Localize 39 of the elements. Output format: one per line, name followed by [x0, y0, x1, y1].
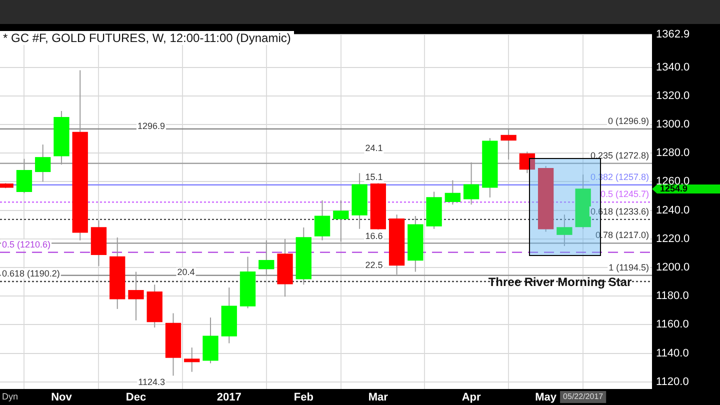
ref-line-label: 1 (1194.5): [608, 262, 650, 272]
y-tick-label: 1160.0: [656, 318, 689, 331]
annotation: 22.5: [365, 260, 383, 270]
y-tick-label: 1362.9: [656, 28, 690, 41]
text: 05/22/2017: [563, 392, 604, 402]
ref-line-label: 0 (1296.9): [608, 116, 649, 126]
y-tick-label: 1300.0: [656, 118, 690, 131]
y-tick-label: 1120.0: [656, 376, 689, 388]
chart-title: * GC #F, GOLD FUTURES, W, 12:00-11:00 (Dynamic): [0, 31, 294, 45]
y-tick-label: 1220.0: [656, 232, 690, 245]
candlestick: [444, 180, 461, 206]
y-tick-label: 1320.0: [656, 90, 690, 102]
candlestick: [314, 200, 330, 241]
ref-line-label: 0.618 (1190.2): [2, 268, 60, 278]
annotation: 16.6: [365, 231, 383, 242]
annotation: 1124.3: [138, 377, 165, 388]
candlestick: [500, 128, 516, 160]
x-tick-label: Mar: [368, 392, 389, 404]
annotation: 24.1: [365, 143, 383, 154]
text: Dyn: [2, 391, 18, 402]
x-tick-label: Apr: [462, 392, 482, 404]
ref-line-label: 0.5 (1245.7): [600, 189, 649, 200]
x-tick-label: Dec: [126, 392, 146, 404]
x-tick-label: Nov: [51, 392, 73, 404]
y-tick-label: 1280.0: [656, 147, 690, 160]
annotation: 15.1: [365, 172, 383, 182]
annotation: 20.4: [177, 267, 195, 278]
y-tick-label: 1240.0: [656, 204, 690, 216]
x-tick-label: 2017: [216, 392, 242, 404]
candlestick: [184, 347, 200, 372]
annotation: Three River Morning Star: [488, 274, 632, 289]
y-tick-label: 1140.0: [656, 347, 689, 360]
x-tick-label: May: [535, 392, 558, 404]
ref-line-label: 0.5 (1210.6): [2, 239, 51, 250]
x-tick-label: Feb: [294, 392, 314, 404]
y-tick-label: 1180.0: [656, 290, 689, 302]
y-tick-label: 1340.0: [656, 61, 690, 74]
y-tick-label: 1200.0: [656, 262, 690, 274]
annotation: 1296.9: [137, 121, 165, 132]
